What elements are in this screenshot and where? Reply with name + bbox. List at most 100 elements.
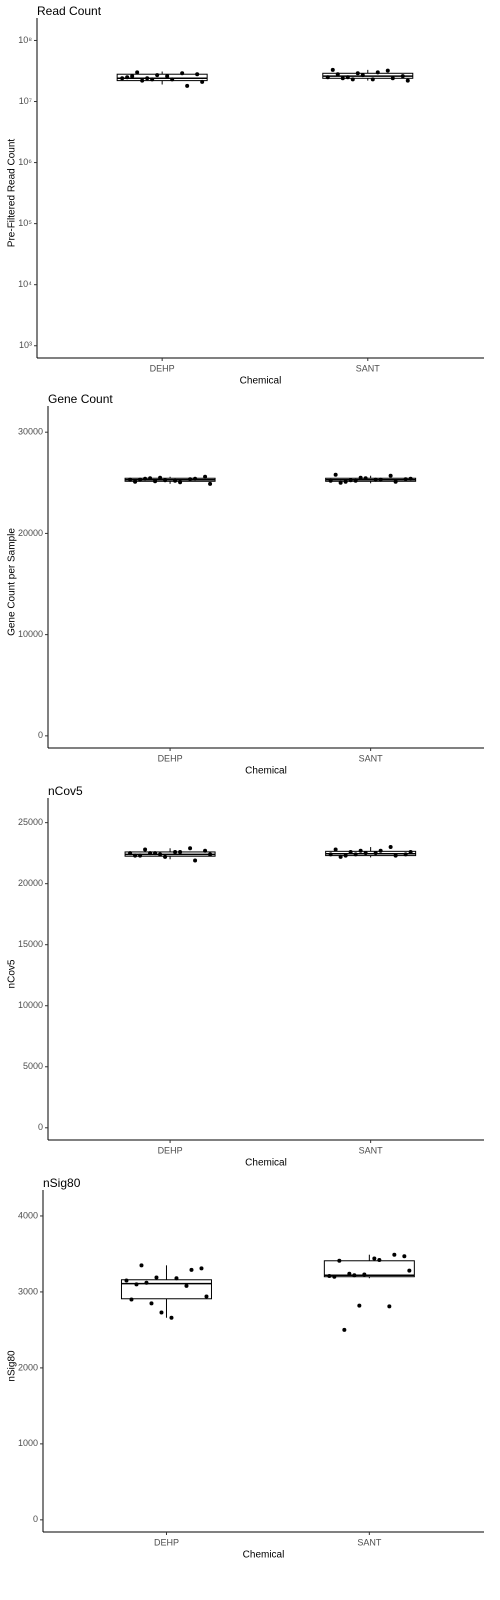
point: [328, 852, 333, 857]
y-tick-label: 10⁴: [18, 279, 32, 289]
point: [353, 478, 358, 483]
point: [363, 476, 368, 481]
point: [130, 74, 135, 79]
point: [387, 1304, 392, 1309]
x-tick-label: DEHP: [158, 753, 183, 763]
point: [330, 67, 335, 72]
x-tick-label: SANT: [359, 753, 384, 763]
point: [128, 851, 133, 856]
point: [208, 481, 213, 486]
chart-title: nSig80: [43, 1176, 81, 1190]
point: [125, 75, 130, 80]
point: [139, 1263, 144, 1268]
point: [340, 76, 345, 81]
point: [402, 1254, 407, 1259]
point: [385, 68, 390, 73]
point: [134, 1282, 139, 1287]
point: [348, 849, 353, 854]
point: [408, 476, 413, 481]
point: [163, 854, 168, 859]
point: [350, 77, 355, 82]
point: [403, 852, 408, 857]
point: [149, 1301, 154, 1306]
point: [135, 70, 140, 75]
y-tick-label: 3000: [18, 1286, 38, 1296]
point: [120, 76, 125, 81]
point: [390, 76, 395, 81]
x-tick-label: SANT: [356, 363, 381, 373]
y-tick-label: 10⁶: [18, 157, 32, 167]
x-tick-label: SANT: [359, 1145, 384, 1155]
y-tick-label: 2000: [18, 1362, 38, 1372]
point: [140, 78, 145, 83]
point: [332, 1274, 337, 1279]
y-tick-label: 10³: [19, 340, 32, 350]
point: [353, 852, 358, 857]
point: [343, 853, 348, 858]
point: [159, 1310, 164, 1315]
y-axis-title: Pre-Filtered Read Count: [7, 139, 18, 248]
point: [165, 74, 170, 79]
point: [343, 479, 348, 484]
point: [358, 848, 363, 853]
chart-title: Read Count: [37, 4, 102, 18]
box: [116, 73, 208, 82]
point: [158, 475, 163, 480]
y-tick-label: 15000: [18, 939, 43, 949]
y-tick-label: 1000: [18, 1438, 38, 1448]
point: [133, 479, 138, 484]
point: [153, 479, 158, 484]
point: [199, 1266, 204, 1271]
x-axis-title: Chemical: [240, 376, 282, 387]
point: [155, 73, 160, 78]
point: [360, 73, 365, 78]
point: [124, 1278, 129, 1283]
y-tick-label: 10⁵: [18, 218, 32, 228]
point: [407, 1268, 412, 1273]
point: [325, 75, 330, 80]
point: [355, 71, 360, 76]
point: [352, 1273, 357, 1278]
x-axis-title: Chemical: [245, 1158, 287, 1169]
point: [163, 478, 168, 483]
y-axis-title: nCov5: [7, 959, 18, 988]
point: [173, 478, 178, 483]
point: [347, 1271, 352, 1276]
box: [323, 1260, 415, 1278]
point: [170, 77, 175, 82]
point: [363, 851, 368, 856]
y-tick-label: 10000: [18, 1000, 43, 1010]
point: [373, 851, 378, 856]
point: [189, 1267, 194, 1272]
point: [200, 79, 205, 84]
point: [188, 846, 193, 851]
x-tick-label: DEHP: [158, 1145, 183, 1155]
point: [392, 1252, 397, 1257]
y-tick-label: 10000: [18, 629, 43, 639]
point: [133, 853, 138, 858]
point: [154, 1275, 159, 1280]
point: [362, 1272, 367, 1277]
y-tick-label: 20000: [18, 878, 43, 888]
point: [375, 70, 380, 75]
point: [408, 849, 413, 854]
y-tick-label: 10⁷: [19, 96, 32, 106]
point: [393, 479, 398, 484]
x-axis-title: Chemical: [243, 1550, 285, 1561]
point: [204, 1294, 209, 1299]
point: [195, 72, 200, 77]
y-axis-title: Gene Count per Sample: [7, 528, 18, 636]
point: [138, 853, 143, 858]
point: [403, 477, 408, 482]
y-tick-label: 20000: [18, 528, 43, 538]
y-tick-label: 30000: [18, 427, 43, 437]
point: [148, 851, 153, 856]
point: [193, 858, 198, 863]
point: [378, 848, 383, 853]
point: [185, 83, 190, 88]
point: [128, 477, 133, 482]
point: [372, 1256, 377, 1261]
point: [143, 476, 148, 481]
